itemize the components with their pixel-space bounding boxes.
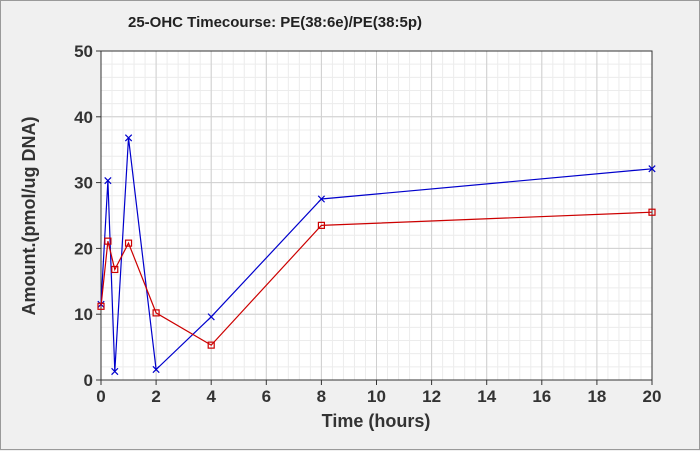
- data-point: [152, 365, 160, 374]
- series-layer: [97, 134, 656, 376]
- chart-title: 25-OHC Timecourse: PE(38:6e)/PE(38:5p): [128, 14, 422, 31]
- data-point: [317, 221, 325, 229]
- data-point: [648, 208, 656, 216]
- x-axis-label: Time (hours): [322, 411, 431, 431]
- x-tick-label: 10: [367, 387, 386, 406]
- data-point: [648, 165, 656, 173]
- x-tick-label: 18: [587, 387, 606, 406]
- data-point: [317, 195, 326, 203]
- y-tick-label: 20: [74, 239, 93, 258]
- x-tick-label: 6: [262, 387, 271, 406]
- data-point: [124, 239, 133, 247]
- x-axis: 0 2 4 6 8 10 12 14 16 18 20: [96, 380, 661, 406]
- series-line: [100, 137, 653, 372]
- y-tick-label: 0: [84, 371, 93, 390]
- data-point: [111, 367, 119, 376]
- x-tick-label: 16: [532, 387, 551, 406]
- data-point: [111, 265, 119, 274]
- x-tick-label: 0: [96, 387, 105, 406]
- data-point: [152, 309, 160, 317]
- y-tick-label: 40: [74, 108, 93, 127]
- data-point: [207, 313, 215, 321]
- series-line: [100, 211, 653, 346]
- y-tick-label: 30: [74, 174, 93, 193]
- data-point: [97, 302, 105, 310]
- x-tick-label: 2: [151, 387, 160, 406]
- x-tick-label: 4: [206, 387, 216, 406]
- x-tick-label: 20: [643, 387, 662, 406]
- data-point: [207, 341, 215, 349]
- y-axis-label: Amount.(pmol/ug DNA): [19, 117, 39, 316]
- data-point: [104, 237, 112, 245]
- y-tick-label: 50: [74, 42, 93, 61]
- series-1: [97, 134, 656, 376]
- data-point: [104, 177, 112, 185]
- x-tick-label: 12: [422, 387, 441, 406]
- y-axis: 0 10 20 30 40 50: [74, 42, 101, 390]
- series-2: [97, 208, 656, 349]
- data-point: [124, 134, 133, 142]
- x-tick-label: 8: [317, 387, 326, 406]
- y-tick-label: 10: [74, 305, 93, 324]
- x-tick-label: 14: [477, 387, 496, 406]
